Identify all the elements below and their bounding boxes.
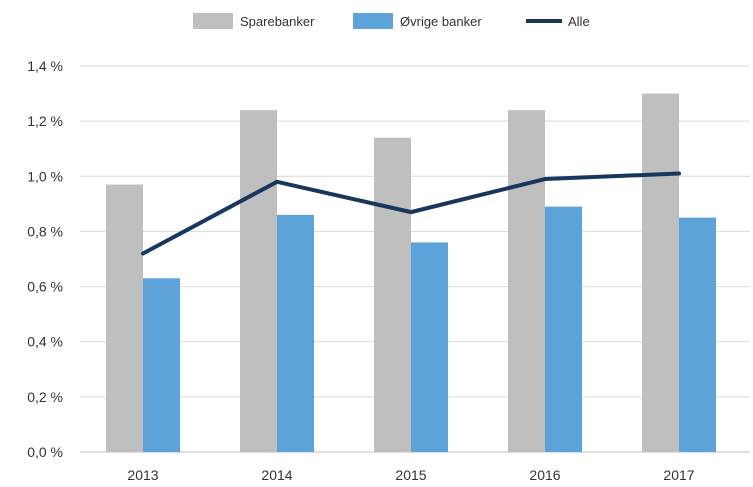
line-alle [141,171,681,256]
y-tick-label: 0,6 % [27,279,63,295]
line-series [141,171,681,256]
legend-swatch [353,13,393,29]
legend: Sparebanker Øvrige banker Alle [193,13,590,29]
x-axis: 2013 2014 2015 2016 2017 [127,467,694,483]
bar-sparebanker-2014 [240,110,277,452]
bar-sparebanker-2016 [508,110,545,452]
legend-label: Sparebanker [240,14,315,29]
y-tick-label: 0,2 % [27,389,63,405]
bar-sparebanker-2017 [642,93,679,453]
bar--vrige-banker-2017 [679,217,716,452]
bar--vrige-banker-2014 [277,214,314,452]
bar-sparebanker-2015 [374,137,411,452]
legend-label: Øvrige banker [400,14,482,29]
y-axis: 0,0 % 0,2 % 0,4 % 0,6 % 0,8 % 1,0 % 1,2 % 1,4 % [27,58,63,460]
bars [106,93,716,453]
bar--vrige-banker-2015 [411,242,448,452]
y-tick-label: 0,8 % [27,223,63,239]
y-tick-label: 1,0 % [27,168,63,184]
y-tick-label: 1,4 % [27,58,63,74]
x-tick-label: 2016 [529,467,560,483]
x-tick-label: 2013 [127,467,158,483]
x-tick-label: 2014 [261,467,292,483]
bar-sparebanker-2013 [106,184,143,453]
y-tick-label: 1,2 % [27,113,63,129]
x-tick-label: 2015 [395,467,426,483]
y-tick-label: 0,0 % [27,444,63,460]
bar--vrige-banker-2016 [545,206,582,452]
bar--vrige-banker-2013 [143,278,180,452]
y-tick-label: 0,4 % [27,334,63,350]
x-tick-label: 2017 [663,467,694,483]
legend-swatch [193,13,233,29]
legend-label: Alle [568,14,590,29]
